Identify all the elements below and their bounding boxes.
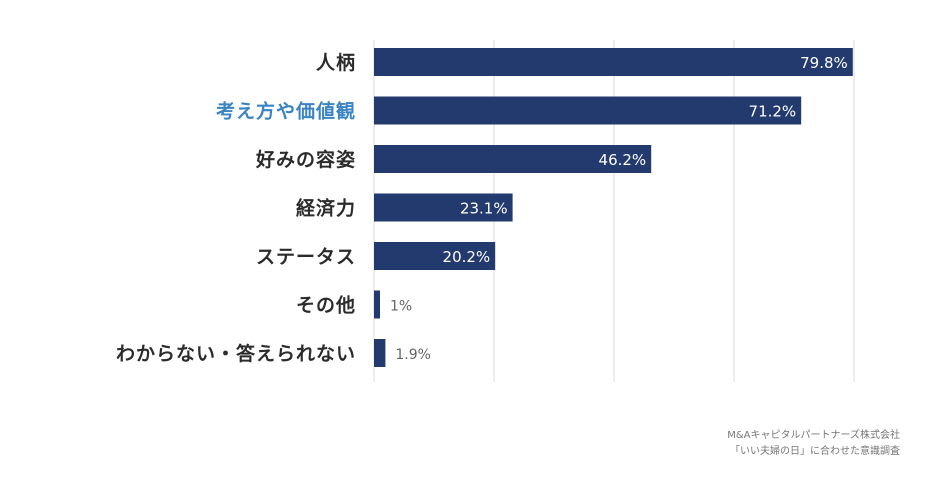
- category-label: その他: [296, 294, 356, 317]
- value-label: 71.2%: [749, 103, 797, 121]
- category-label: ステータス: [256, 246, 356, 268]
- bar: [374, 145, 652, 173]
- category-label: 人柄: [316, 52, 356, 74]
- bar: [374, 96, 802, 125]
- bar: [374, 242, 496, 270]
- category-label: わからない・答えられない: [116, 342, 356, 365]
- value-label: 20.2%: [443, 248, 491, 266]
- bar: [374, 339, 386, 367]
- source-line-2: 「いい夫婦の日」に合わせた意識調査: [730, 446, 900, 457]
- value-label: 1.9%: [395, 347, 431, 363]
- bar: [374, 290, 380, 319]
- value-label: 79.8%: [800, 54, 848, 72]
- source-line-1: M&Aキャピタルパートナーズ株式会社: [727, 430, 900, 441]
- value-label: 23.1%: [460, 200, 508, 218]
- value-label: 46.2%: [599, 151, 647, 169]
- category-label: 経済力: [296, 197, 356, 220]
- bar: [374, 193, 513, 222]
- value-label: 1%: [390, 299, 412, 315]
- category-label: 好みの容姿: [255, 148, 356, 171]
- bar: [374, 48, 853, 76]
- category-label: 考え方や価値観: [216, 100, 356, 123]
